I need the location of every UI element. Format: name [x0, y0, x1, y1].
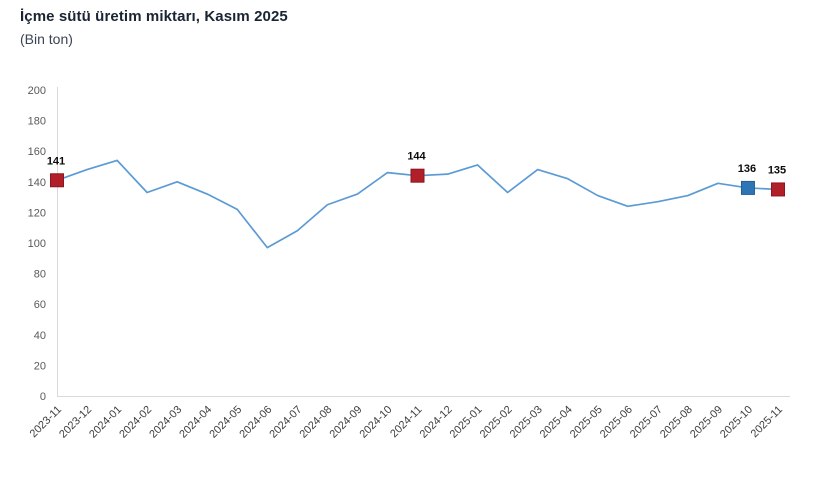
x-axis-tick-label: 2024-09 [328, 404, 365, 441]
y-axis-tick-label: 40 [34, 330, 46, 342]
y-axis-tick-label: 0 [40, 391, 46, 403]
x-axis-tick-label: 2024-07 [267, 404, 304, 441]
x-axis-tick-label: 2025-07 [628, 404, 665, 441]
data-point-marker[interactable] [740, 180, 755, 195]
chart-title: İçme sütü üretim miktarı, Kasım 2025 [20, 8, 288, 25]
y-axis-tick-label: 140 [28, 177, 46, 189]
data-point-marker[interactable] [410, 168, 425, 183]
x-axis-tick-label: 2024-10 [358, 404, 395, 441]
x-axis-tick-label: 2025-06 [598, 404, 635, 441]
x-axis-tick-label: 2024-01 [87, 404, 124, 441]
y-axis-tick-label: 200 [28, 85, 46, 97]
data-point-value-label: 144 [407, 151, 426, 163]
y-axis-tick-label: 20 [34, 360, 46, 372]
x-axis-tick-label: 2025-08 [658, 404, 695, 441]
data-point-value-label: 135 [768, 164, 786, 176]
x-axis-tick-label: 2025-09 [688, 404, 725, 441]
x-axis-tick-label: 2024-08 [297, 404, 334, 441]
x-axis-tick-label: 2024-12 [418, 404, 455, 441]
x-axis-tick-label: 2025-02 [478, 404, 515, 441]
x-axis-tick-label: 2025-10 [718, 404, 755, 441]
y-axis-tick-label: 160 [28, 146, 46, 158]
y-axis-tick-label: 60 [34, 299, 46, 311]
x-axis-tick-label: 2025-05 [568, 404, 605, 441]
chart-subtitle: (Bin ton) [20, 31, 73, 47]
y-axis-tick-label: 80 [34, 269, 46, 281]
data-point-marker[interactable] [50, 173, 64, 188]
x-axis-tick-label: 2025-04 [538, 404, 575, 441]
data-point-value-label: 136 [738, 163, 756, 175]
y-axis-tick-label: 120 [28, 207, 46, 219]
x-axis-tick-label: 2023-12 [57, 404, 94, 441]
data-point-marker[interactable] [771, 182, 785, 197]
x-axis-tick-label: 2024-05 [207, 404, 244, 441]
x-axis-tick-label: 2024-06 [237, 404, 274, 441]
y-axis-tick-label: 180 [28, 116, 46, 128]
x-axis-tick-label: 2025-03 [508, 404, 545, 441]
data-point-value-label: 141 [47, 155, 65, 167]
y-axis-tick-label: 100 [28, 238, 46, 250]
x-axis-tick-label: 2024-03 [147, 404, 184, 441]
x-axis-tick-label: 2025-11 [749, 404, 785, 440]
x-axis-tick-label: 2025-01 [448, 404, 485, 441]
x-axis-tick-label: 2024-04 [177, 404, 214, 441]
x-axis-tick-label: 2024-02 [117, 404, 154, 441]
